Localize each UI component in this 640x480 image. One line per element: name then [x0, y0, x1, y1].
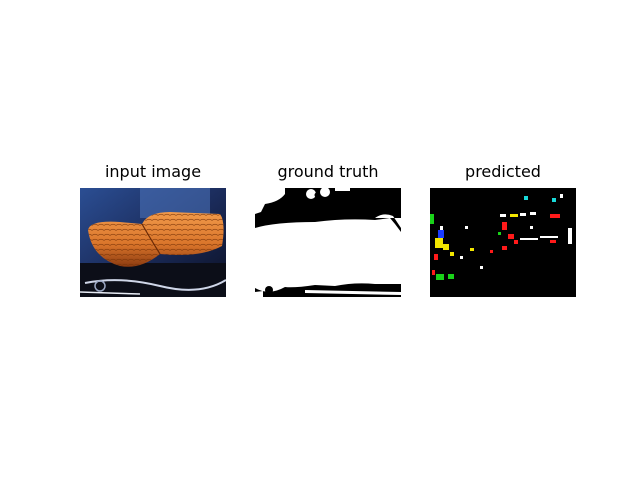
- ground-truth-panel: [255, 188, 401, 297]
- predicted-mask: [430, 188, 576, 297]
- ground-truth-title: ground truth: [277, 162, 379, 181]
- predicted-title: predicted: [465, 162, 541, 181]
- predicted-panel: [430, 188, 576, 297]
- ground-truth-mask: [255, 188, 401, 297]
- input-image-panel: [80, 188, 226, 297]
- input-image: [80, 188, 226, 297]
- input-image-title: input image: [104, 162, 202, 181]
